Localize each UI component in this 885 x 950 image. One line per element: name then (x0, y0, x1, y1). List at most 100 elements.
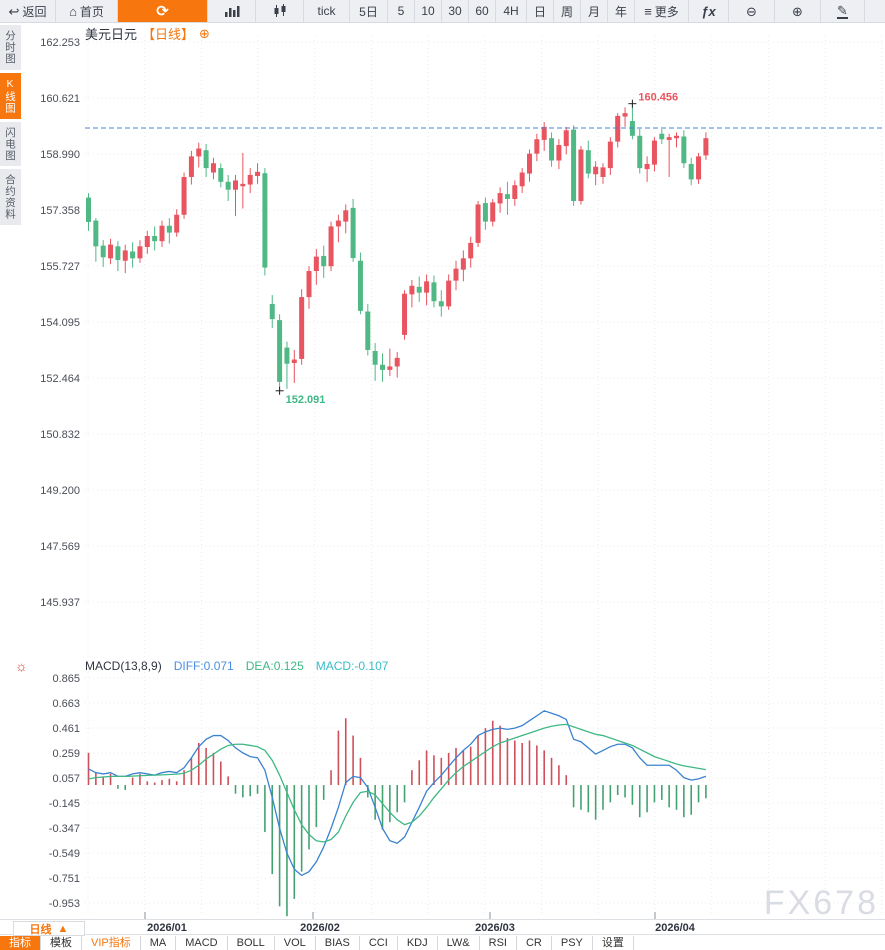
tab-settings[interactable]: 设置 (593, 936, 634, 950)
toolbar-item-label: 日 (533, 4, 546, 19)
tab-kdj[interactable]: KDJ (398, 936, 438, 950)
svg-text:150.832: 150.832 (40, 429, 80, 441)
interval-month-button[interactable]: 月 (581, 0, 608, 22)
svg-text:149.200: 149.200 (40, 485, 80, 497)
svg-text:152.464: 152.464 (40, 373, 80, 385)
svg-text:0.461: 0.461 (52, 723, 80, 735)
svg-text:-0.549: -0.549 (49, 848, 80, 860)
svg-text:0.259: 0.259 (52, 748, 80, 760)
x-axis-strip: 日线 ▲ 2026/01 2026/02 2026/03 2026/04 (0, 919, 885, 936)
sidebar-tab-contract-info[interactable]: 合约资料 (0, 169, 21, 225)
macd-macd-value: MACD:-0.107 (315, 659, 389, 673)
back-arrow-icon: ↩ (8, 3, 20, 19)
svg-text:-0.347: -0.347 (49, 823, 80, 835)
interval-tick-button[interactable]: tick (304, 0, 350, 22)
zoom-out-button[interactable]: ⊖ (729, 0, 775, 22)
interval-30-button[interactable]: 30 (442, 0, 469, 22)
toolbar-item-label: 更多 (654, 4, 679, 19)
toolbar-item-label: 4H (503, 4, 519, 18)
svg-text:147.569: 147.569 (40, 541, 80, 553)
svg-text:0.663: 0.663 (52, 698, 80, 710)
sidebar: 分时图 K线图 闪电图合约资料 (0, 25, 21, 228)
candlestick-icon (274, 4, 285, 17)
macd-header: MACD(13,8,9) DIFF:0.071 DEA:0.125 MACD:-… (85, 659, 388, 673)
toolbar-item-label: 年 (614, 4, 627, 19)
sidebar-tab-timeshare[interactable]: 分时图 (0, 25, 21, 70)
interval-year-button[interactable]: 年 (608, 0, 635, 22)
interval-day-button[interactable]: 日 (527, 0, 554, 22)
x-axis-month-label: 2026/01 (147, 922, 187, 934)
interval-10-button[interactable]: 10 (415, 0, 442, 22)
timeshare-chart-button[interactable] (208, 0, 256, 22)
period-selector-button[interactable]: 日线 ▲ (13, 921, 85, 936)
svg-text:0.057: 0.057 (52, 773, 80, 785)
toolbar-item-label: 月 (587, 4, 600, 19)
tab-vol[interactable]: VOL (275, 936, 316, 950)
tab-indicators[interactable]: 指标 (0, 936, 41, 950)
x-axis-month-label: 2026/04 (655, 922, 695, 934)
tab-rsi[interactable]: RSI (480, 936, 517, 950)
refresh-button[interactable]: ⟳ (118, 0, 208, 22)
interval-5-button[interactable]: 5 (388, 0, 415, 22)
tab-boll[interactable]: BOLL (228, 936, 275, 950)
indicator-settings-icon[interactable]: ☼ (15, 658, 28, 674)
period-tag: 【日线】 (142, 27, 195, 42)
tab-ma[interactable]: MA (141, 936, 177, 950)
svg-text:145.937: 145.937 (40, 597, 80, 609)
back-button[interactable]: ↩ 返回 (0, 0, 56, 22)
svg-text:-0.145: -0.145 (49, 798, 80, 810)
add-favorite-icon[interactable]: ⊕ (199, 25, 210, 41)
macd-diff-value: DIFF:0.071 (173, 659, 234, 673)
refresh-icon: ⟳ (156, 2, 169, 20)
toolbar: ↩ 返回 ⌂ 首页 ⟳ tick 5日 5 10 30 60 4H 日周月年 ≡ 更多 ƒx ⊖ ⊕ ✎ (0, 0, 885, 23)
toolbar-item-label: 10 (421, 4, 435, 18)
zoom-out-icon: ⊖ (746, 3, 757, 19)
svg-text:160.621: 160.621 (40, 93, 80, 105)
tab-macd[interactable]: MACD (176, 936, 228, 950)
menu-icon: ≡ (644, 3, 652, 19)
interval-4h-button[interactable]: 4H (496, 0, 527, 22)
tab-vip-indicators[interactable]: VIP指标 (82, 936, 141, 950)
period-selector-label: 日线 (29, 923, 52, 936)
macd-params-label: MACD(13,8,9) (85, 659, 162, 673)
pencil-icon: ✎ (837, 2, 848, 19)
toolbar-item-label: 周 (560, 4, 573, 19)
interval-60-button[interactable]: 60 (469, 0, 496, 22)
toolbar-item-label: 首页 (79, 4, 104, 19)
zoom-in-button[interactable]: ⊕ (775, 0, 821, 22)
svg-text:154.095: 154.095 (40, 317, 80, 329)
toolbar-item-label: 返回 (22, 4, 47, 19)
svg-text:155.727: 155.727 (40, 261, 80, 273)
chevron-up-icon: ▲ (57, 922, 69, 935)
svg-text:158.990: 158.990 (40, 149, 80, 161)
svg-text:157.358: 157.358 (40, 205, 80, 217)
svg-text:0.865: 0.865 (52, 673, 80, 685)
home-icon: ⌂ (69, 3, 77, 19)
tab-cr[interactable]: CR (517, 936, 552, 950)
toolbar-item-label: 5 (397, 4, 405, 18)
sidebar-tab-kline[interactable]: K线图 (0, 72, 21, 119)
indicator-fx-button[interactable]: ƒx (689, 0, 729, 22)
toolbar-item-label: 30 (448, 4, 462, 18)
symbol-title: 美元日元 (85, 27, 138, 42)
more-button[interactable]: ≡ 更多 (635, 0, 689, 22)
interval-week-button[interactable]: 周 (554, 0, 581, 22)
x-axis-month-label: 2026/02 (300, 922, 340, 934)
svg-text:160.456: 160.456 (638, 92, 678, 104)
home-button[interactable]: ⌂ 首页 (56, 0, 118, 22)
tab-lwr[interactable]: LW& (438, 936, 480, 950)
toolbar-item-label: 60 (475, 4, 489, 18)
x-axis-month-label: 2026/03 (475, 922, 515, 934)
draw-button[interactable]: ✎ (821, 0, 865, 22)
tab-psy[interactable]: PSY (552, 936, 593, 950)
sidebar-tab-lightning[interactable]: 闪电图 (0, 121, 21, 166)
tab-bias[interactable]: BIAS (316, 936, 360, 950)
tab-cci[interactable]: CCI (360, 936, 398, 950)
fx-icon: ƒx (701, 3, 716, 19)
tab-templates[interactable]: 模板 (41, 936, 82, 950)
kline-chart-button[interactable] (256, 0, 304, 22)
svg-text:152.091: 152.091 (286, 394, 326, 406)
symbol-title-row: 美元日元 【日线】 ⊕ (85, 24, 210, 43)
interval-5day-button[interactable]: 5日 (350, 0, 388, 22)
